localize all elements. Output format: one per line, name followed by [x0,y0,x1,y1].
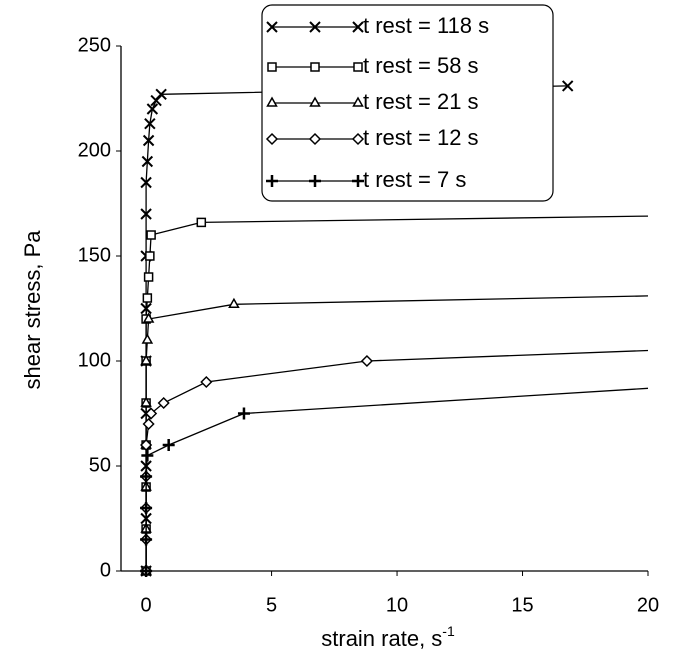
marker [145,251,155,261]
series-line [145,221,202,571]
y-tick-label: 250 [78,34,111,56]
marker [140,208,152,220]
y-axis-title: shear stress, Pa [20,230,45,390]
y-tick-label: 100 [78,349,111,371]
x-tick-label: 5 [266,594,277,616]
legend-label: t rest = 12 s [363,125,479,150]
x-axis-title: strain rate, s-1 [321,623,455,651]
marker [155,88,167,101]
marker [146,103,159,115]
marker [360,354,373,368]
marker [200,375,213,389]
y-tick-label: 150 [78,244,111,266]
x-tick-label: 10 [386,594,408,616]
marker [140,502,153,514]
legend-label: t rest = 118 s [363,13,489,38]
marker [267,62,277,72]
marker [143,272,154,282]
marker [142,134,155,147]
y-tick-label: 200 [78,139,111,161]
series-tail [366,349,649,362]
y-tick-label: 50 [89,454,111,476]
marker [142,417,155,431]
marker [140,176,152,189]
marker [145,407,158,420]
marker [352,175,364,187]
marker [310,62,320,72]
marker [196,217,207,228]
marker [266,175,278,187]
series-tail [243,387,649,415]
marker [142,312,155,323]
marker [157,396,170,410]
marker [352,21,364,33]
marker [140,565,153,577]
marker [352,96,364,107]
marker [351,132,365,146]
marker [140,354,152,365]
marker [265,132,279,146]
marker [309,21,321,33]
marker [228,297,240,309]
legend-box [261,4,554,202]
series-tail [201,215,649,224]
marker [309,96,321,107]
marker [140,438,153,452]
x-axis-title-text: strain rate, s [321,626,442,651]
x-axis-title-exponent: -1 [442,623,455,639]
marker [266,21,278,33]
legend-label: t rest = 58 s [363,53,479,78]
series-line [145,412,245,571]
marker [162,439,175,451]
series-tail [233,295,649,305]
marker [140,533,153,546]
x-tick-label: 0 [141,594,152,616]
legend-label: t rest = 7 s [363,167,466,192]
marker [140,470,153,483]
marker [308,132,322,146]
x-tick-label: 15 [511,594,533,616]
marker [309,175,321,187]
marker [142,293,153,303]
marker [144,117,156,130]
x-tick-label: 20 [637,594,659,616]
marker [353,62,363,72]
series-line [145,303,235,571]
marker [237,407,250,420]
marker [141,155,154,168]
y-tick-label: 0 [100,559,111,581]
marker [146,230,156,240]
series-line [145,360,368,571]
marker [266,96,278,107]
marker [141,449,154,462]
legend-label: t rest = 21 s [363,89,479,114]
marker [140,396,152,407]
marker [561,80,574,92]
marker [141,333,154,344]
